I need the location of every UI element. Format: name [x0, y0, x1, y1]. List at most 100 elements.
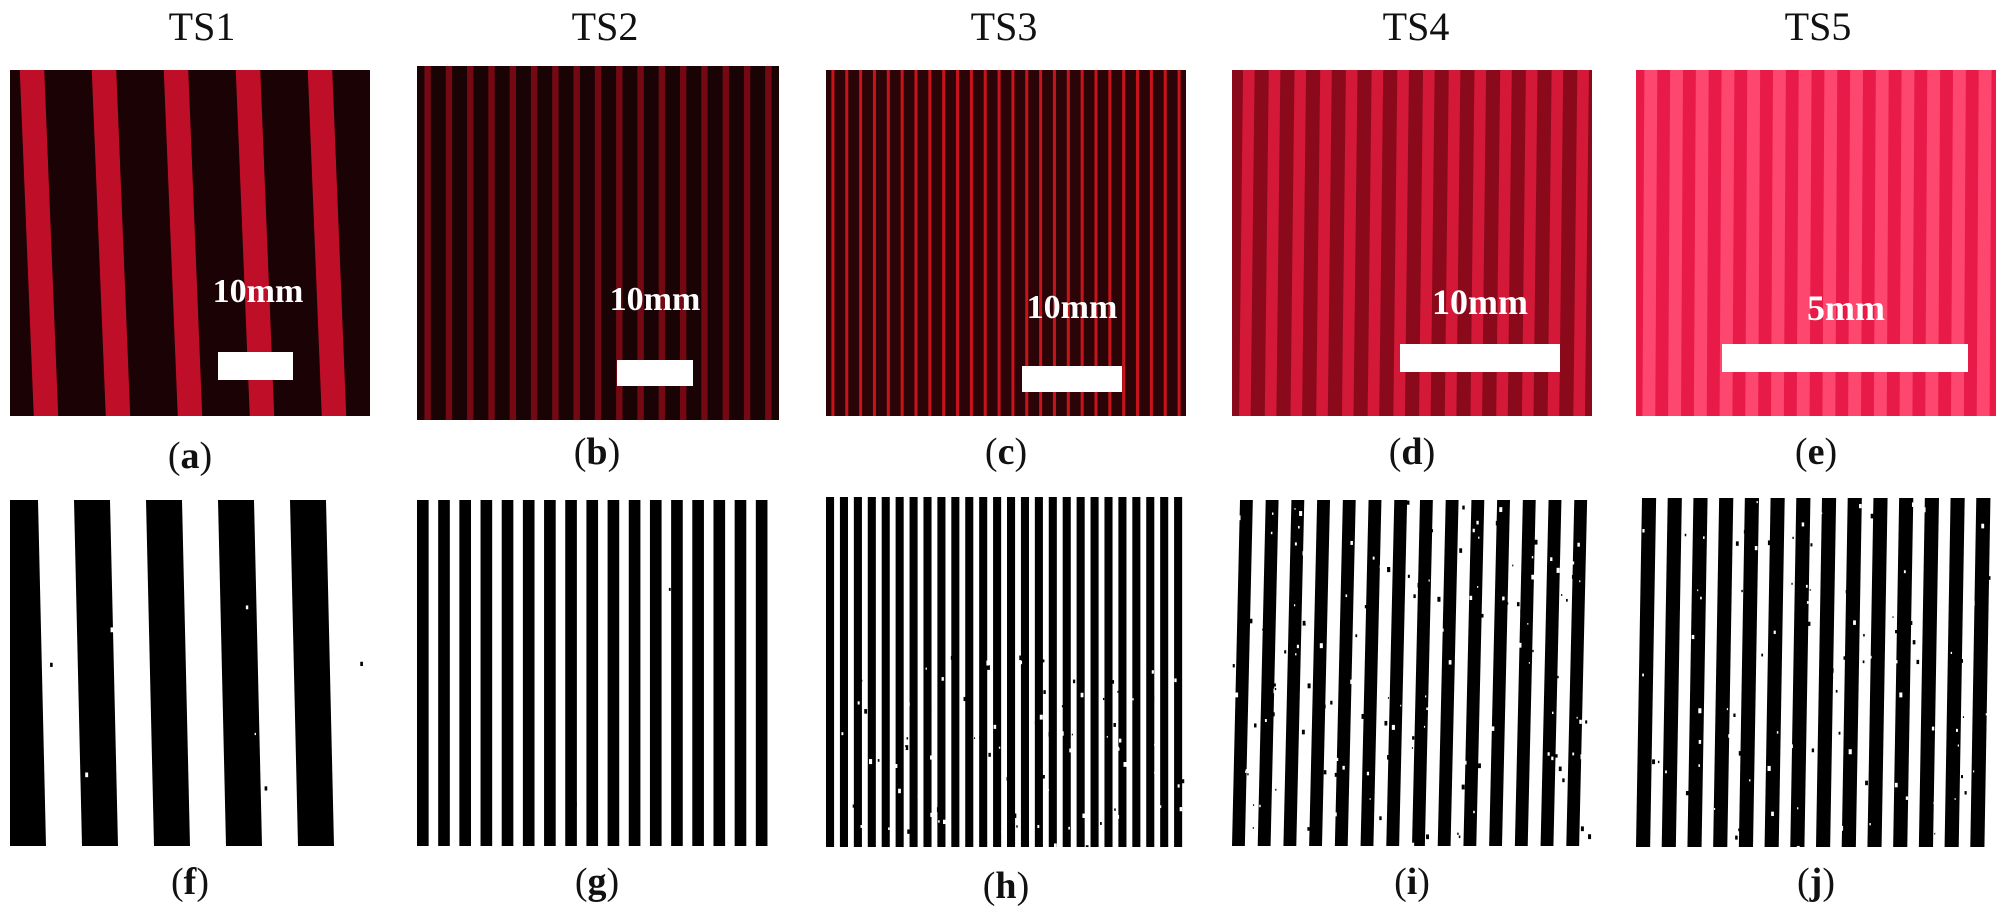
noise-speck	[160, 648, 164, 653]
noise-speck	[1307, 827, 1310, 831]
black-stripe	[1816, 498, 1837, 847]
noise-speck	[1843, 656, 1846, 660]
black-stripe	[1334, 500, 1356, 846]
noise-speck	[934, 672, 937, 675]
photo-ts3-svg: 10mm	[826, 70, 1186, 416]
black-stripe	[1463, 500, 1485, 846]
noise-speck	[1588, 834, 1592, 840]
noise-speck	[1703, 536, 1705, 539]
noise-speck	[1274, 687, 1277, 691]
noise-speck	[1043, 690, 1046, 694]
noise-speck	[1848, 749, 1852, 755]
noise-speck	[1732, 804, 1736, 810]
noise-speck	[1939, 753, 1941, 756]
noise-speck	[1735, 835, 1738, 840]
noise-speck	[1698, 708, 1702, 714]
noise-speck	[1033, 787, 1035, 790]
noise-speck	[1395, 718, 1398, 722]
column-title-ts2: TS2	[571, 4, 639, 49]
noise-speck	[1118, 738, 1122, 743]
noise-speck	[1859, 504, 1862, 509]
noise-speck	[1738, 751, 1742, 756]
noise-speck	[1426, 530, 1428, 532]
noise-speck	[1339, 809, 1342, 813]
noise-speck	[1364, 605, 1367, 609]
noise-speck	[1723, 585, 1727, 591]
black-stripe	[628, 500, 641, 846]
bright-stripe	[1136, 70, 1140, 416]
bright-stripe	[530, 66, 538, 420]
binary-ts1-svg	[10, 500, 370, 846]
noise-speck	[1761, 653, 1764, 657]
noise-speck	[930, 812, 933, 817]
noise-speck	[1113, 722, 1116, 727]
binary-panel-ts3	[826, 497, 1188, 847]
noise-speck	[1445, 778, 1448, 783]
noise-speck	[1895, 660, 1898, 664]
noise-speck	[1271, 512, 1274, 515]
noise-speck	[1134, 749, 1137, 753]
noise-speck	[1971, 828, 1973, 831]
noise-speck	[1458, 835, 1461, 839]
black-stripe	[74, 500, 118, 846]
noise-speck	[1417, 582, 1421, 588]
noise-speck	[1665, 770, 1667, 774]
noise-speck	[1735, 541, 1739, 546]
noise-speck	[1562, 778, 1565, 783]
bright-stripe	[1470, 70, 1487, 416]
bright-stripe	[1080, 70, 1084, 416]
black-stripe	[881, 497, 890, 847]
noise-speck	[894, 764, 898, 768]
bright-stripe	[831, 70, 835, 416]
noise-speck	[1840, 825, 1844, 831]
noise-speck	[1569, 764, 1572, 770]
black-stripe	[1232, 500, 1253, 846]
black-stripe	[1076, 497, 1085, 847]
scale-bar-label: 10mm	[213, 273, 304, 310]
noise-speck	[1355, 634, 1358, 638]
noise-speck	[848, 717, 852, 722]
noise-speck	[1736, 640, 1740, 646]
noise-speck	[988, 752, 991, 757]
noise-speck	[1685, 791, 1689, 796]
noise-speck	[1791, 582, 1793, 585]
noise-speck	[1384, 720, 1388, 726]
noise-speck	[1500, 806, 1503, 810]
noise-speck	[1484, 612, 1486, 616]
noise-speck	[1511, 603, 1515, 609]
noise-speck	[1960, 539, 1963, 542]
noise-speck	[1518, 642, 1522, 648]
noise-speck	[1884, 683, 1887, 687]
caption-h: (h)	[982, 865, 1030, 907]
noise-speck	[1455, 665, 1458, 670]
noise-speck	[1986, 762, 1990, 767]
scale-bar-label: 10mm	[610, 281, 701, 318]
noise-speck	[886, 655, 890, 661]
noise-speck	[1329, 588, 1333, 594]
black-stripe	[1540, 500, 1562, 846]
bright-stripe	[235, 70, 275, 416]
caption-b: (b)	[573, 431, 621, 473]
noise-speck	[1280, 733, 1284, 739]
caption-c-letter: c	[997, 431, 1015, 473]
bright-stripe	[91, 70, 131, 416]
noise-speck	[1364, 798, 1367, 801]
noise-speck	[1879, 773, 1882, 778]
noise-speck	[1566, 598, 1568, 602]
noise-speck	[1389, 637, 1391, 640]
noise-speck	[1898, 699, 1902, 704]
noise-speck	[1036, 662, 1040, 668]
noise-speck	[898, 788, 901, 794]
noise-speck	[1869, 823, 1871, 826]
noise-speck	[1053, 843, 1057, 847]
noise-speck	[1431, 529, 1434, 533]
scale-bar	[218, 352, 293, 380]
noise-speck	[1860, 590, 1864, 594]
noise-speck	[1387, 697, 1389, 699]
bright-stripe	[914, 70, 918, 416]
noise-speck	[1070, 739, 1073, 743]
noise-speck	[1862, 660, 1865, 664]
noise-speck	[1577, 774, 1580, 778]
black-stripe	[1062, 497, 1071, 847]
noise-speck	[1444, 832, 1448, 838]
